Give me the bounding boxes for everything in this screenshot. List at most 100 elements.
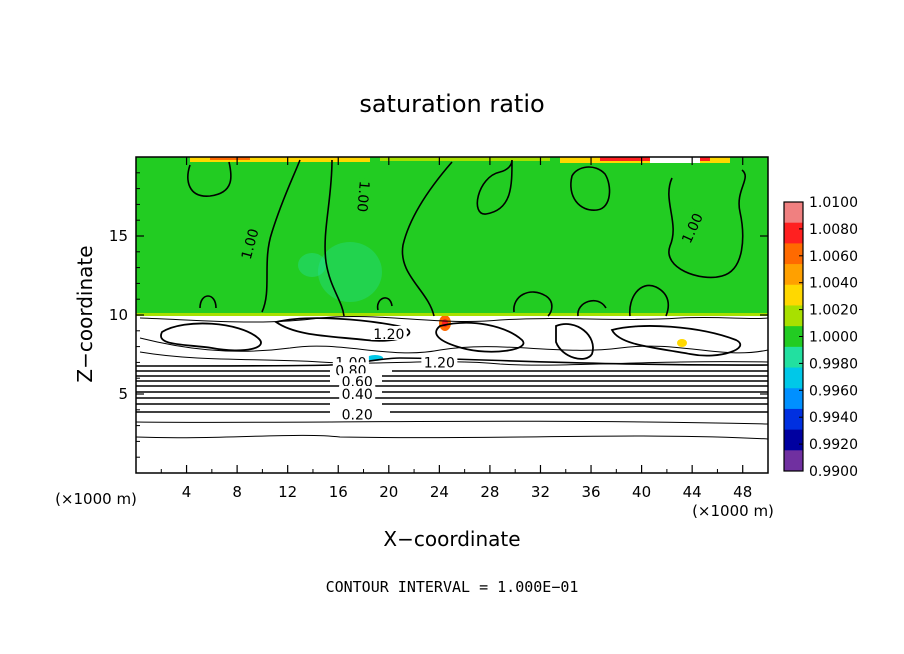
colorbar-swatch: [784, 367, 803, 389]
lower-layer-region: [136, 315, 768, 473]
colorbar-label: 0.9960: [809, 383, 858, 399]
contour-label-bg: [677, 208, 706, 247]
x-tick-label: 4: [182, 483, 192, 501]
colorbar-swatch: [784, 388, 803, 410]
contour-label-bg: [339, 386, 376, 400]
colorbar-label: 1.0080: [809, 222, 858, 238]
y-tick-label: 15: [109, 227, 128, 245]
x-tick-label: 48: [733, 483, 752, 501]
colorbar-label: 1.0100: [809, 195, 858, 211]
chart-title: saturation ratio: [359, 90, 544, 118]
top-edge-warm-band: [380, 157, 550, 161]
contour-line: [135, 420, 769, 425]
warm-patch: [677, 339, 687, 347]
contour-line: [135, 434, 769, 440]
contour-line: [629, 284, 670, 317]
x-tick-label: 32: [531, 483, 550, 501]
colorbar-label: 0.9940: [809, 410, 858, 426]
colorbar-swatch: [784, 264, 803, 286]
colorbar-swatch: [784, 202, 803, 224]
contour-label: 0.40: [342, 387, 373, 403]
colorbar-swatch: [784, 284, 803, 306]
x-tick-label: 36: [581, 483, 600, 501]
contour-line: [476, 159, 513, 215]
y-axis-label: Z−coordinate: [73, 245, 97, 382]
colorbar-label: 1.0060: [809, 249, 858, 265]
colorbar-label: 0.9900: [809, 464, 858, 480]
contour-label-bg: [339, 373, 376, 388]
colorbar-swatch: [784, 450, 803, 472]
contour-line: [401, 161, 453, 317]
top-edge-warm-band: [650, 157, 700, 163]
x-axis-unit: (×1000 m): [692, 502, 774, 520]
colorbar-swatch: [784, 305, 803, 327]
upper-layer-region: [136, 157, 768, 315]
contour-line: [187, 161, 232, 197]
plot-area: 1.001.001.001.201.201.000.800.600.400.20: [135, 156, 769, 474]
contour-label-group: 1.20: [421, 354, 458, 371]
contour-line: [435, 321, 525, 353]
contour-label: 0.20: [342, 408, 373, 424]
cool-patch: [298, 253, 326, 277]
y-axis: 5 10 15: [109, 172, 768, 458]
contour-line: [135, 357, 769, 367]
lower-contours: [135, 316, 769, 440]
colorbar-swatch: [784, 326, 803, 348]
colorbar-swatch: [784, 346, 803, 369]
x-tick-label: 40: [632, 483, 651, 501]
x-axis: 4 8 12 16 20 24 28 32 36 40 44 48: [160, 157, 752, 501]
contour-label-bg: [237, 224, 261, 263]
x-tick-label: 8: [232, 483, 242, 501]
colorbar-label: 1.0020: [809, 303, 858, 319]
contour-line: [324, 159, 345, 317]
colorbar-swatch: [784, 222, 803, 244]
top-edge-warm-band: [210, 157, 250, 160]
top-edge-warm-band: [190, 157, 370, 162]
upper-contours: [187, 159, 746, 317]
contour-line: [273, 317, 411, 342]
x-tick-label: 24: [430, 483, 449, 501]
contour-label-bg: [332, 362, 369, 377]
contour-label-group: 1.00: [353, 178, 374, 216]
colorbar-label: 1.0000: [809, 330, 858, 346]
warm-band: [136, 313, 768, 316]
x-tick-label: 12: [278, 483, 297, 501]
contour-line: [555, 323, 594, 360]
contour-line: [261, 159, 301, 313]
contour-label-group: 1.00: [237, 224, 263, 263]
contour-line: [139, 337, 769, 354]
colorbar: 1.0100 1.0080 1.0060 1.0040 1.0020 1.0000 0.99…: [783, 195, 858, 480]
contour-label-bg: [421, 354, 458, 369]
contour-line: [199, 295, 217, 309]
contour-labels: 1.001.001.001.201.201.000.800.600.400.20: [237, 178, 707, 424]
contour-label-group: 0.20: [339, 406, 376, 424]
contour-line: [160, 322, 262, 352]
x-tick-label: 44: [683, 483, 702, 501]
x-tick-label: 20: [379, 483, 398, 501]
contour-label-bg: [355, 178, 374, 216]
x-axis-label: X−coordinate: [383, 527, 520, 551]
colorbar-swatch: [784, 243, 803, 265]
colorbar-label: 0.9920: [809, 437, 858, 453]
x-tick-label: 16: [329, 483, 348, 501]
contour-label-group: 0.40: [339, 386, 376, 403]
contour-label-bg: [339, 406, 376, 421]
contour-label: 1.20: [373, 327, 404, 343]
colorbar-swatch: [784, 408, 803, 431]
y-axis-unit: (×1000 m): [55, 490, 137, 508]
y-tick-label: 5: [118, 385, 128, 403]
colorbar-label: 0.9980: [809, 356, 858, 372]
contour-interval-note: CONTOUR INTERVAL = 1.000E−01: [326, 578, 579, 596]
contour-line: [513, 291, 553, 317]
contour-label: 1.00: [353, 180, 372, 212]
contour-label: 1.00: [239, 227, 263, 261]
contour-line: [668, 169, 746, 279]
y-tick-label: 10: [109, 306, 128, 324]
contour-line: [577, 299, 607, 317]
colorbar-swatch: [784, 429, 803, 451]
contour-line: [139, 316, 769, 323]
contour-label-bg: [370, 325, 407, 340]
contour-label-group: 1.20: [370, 325, 407, 343]
contour-label: 1.20: [424, 355, 455, 371]
